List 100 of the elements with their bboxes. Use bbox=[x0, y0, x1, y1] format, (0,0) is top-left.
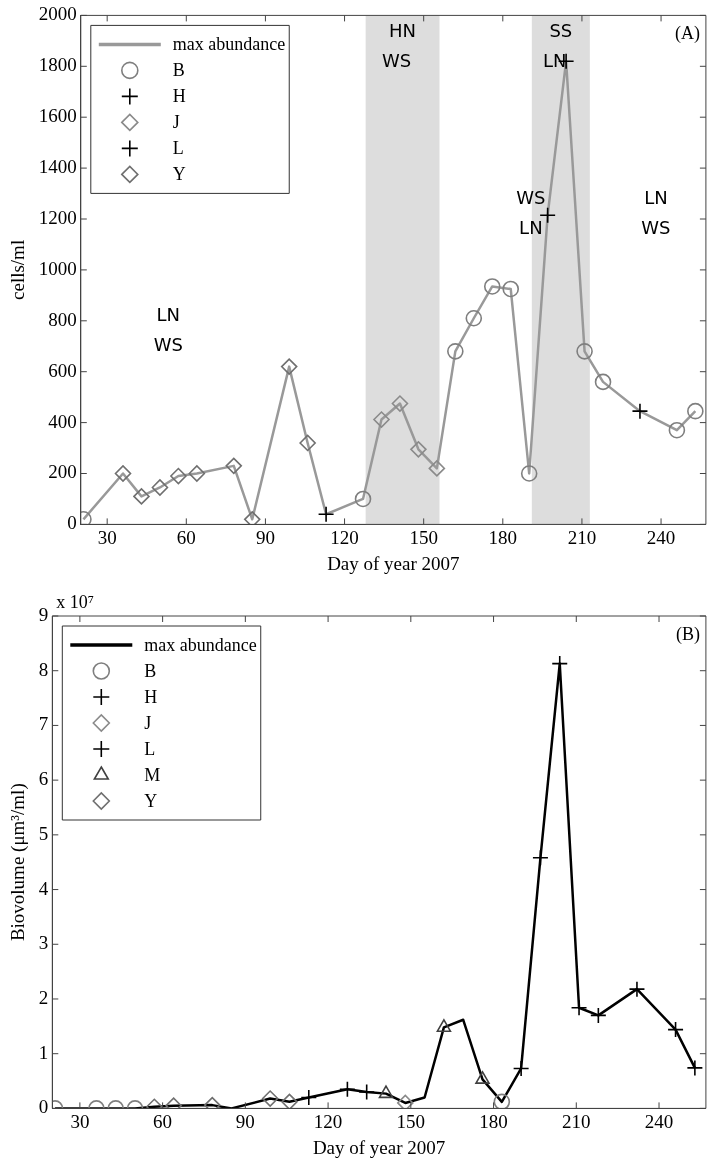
y-tick-label: 1200 bbox=[38, 206, 77, 228]
point bbox=[532, 849, 549, 867]
legend-label: H bbox=[144, 686, 158, 707]
legend-label: max abundance bbox=[172, 34, 286, 55]
point bbox=[594, 373, 612, 391]
point bbox=[133, 488, 150, 505]
x-tick-label: 120 bbox=[330, 526, 359, 548]
band-label: SS LN bbox=[543, 20, 573, 72]
y-tick-label: 1 bbox=[38, 1041, 49, 1063]
y-tick-label: 0 bbox=[38, 1096, 49, 1118]
legend-label: B bbox=[172, 60, 185, 81]
point bbox=[243, 511, 261, 525]
point bbox=[358, 1083, 375, 1101]
point bbox=[151, 479, 169, 496]
y-tick-label: 6 bbox=[38, 768, 49, 790]
x-tick-label: 120 bbox=[313, 1110, 343, 1132]
point bbox=[493, 1093, 511, 1109]
point bbox=[354, 490, 372, 508]
point bbox=[465, 309, 483, 327]
y-tick-label: 2000 bbox=[38, 3, 77, 25]
legend-label: H bbox=[172, 86, 186, 107]
legend-label: L bbox=[172, 138, 184, 159]
x-tick-label: 150 bbox=[396, 1110, 426, 1132]
y-tick-label: 2 bbox=[38, 986, 49, 1008]
y-tick-label: 4 bbox=[38, 877, 49, 899]
x-tick-label: 90 bbox=[255, 526, 275, 548]
point bbox=[447, 343, 464, 360]
x-tick-label: 180 bbox=[479, 1110, 508, 1132]
chart-title: (B) bbox=[675, 623, 700, 645]
point bbox=[280, 358, 298, 375]
legend-label: J bbox=[144, 712, 152, 733]
point bbox=[339, 1080, 356, 1098]
y-tick-label: 1600 bbox=[38, 105, 77, 127]
x-tick-label: 60 bbox=[176, 526, 196, 548]
legend-label: max abundance bbox=[144, 634, 257, 655]
point bbox=[628, 980, 646, 998]
x-axis-title: Day of year 2007 bbox=[327, 552, 460, 574]
x-tick-label: 210 bbox=[562, 1110, 591, 1132]
legend-label: Y bbox=[144, 790, 158, 811]
point bbox=[502, 280, 520, 298]
point bbox=[570, 999, 588, 1017]
legend-label: Y bbox=[172, 164, 186, 185]
point bbox=[378, 1085, 394, 1099]
point bbox=[539, 206, 556, 224]
y-axis-title: cells/ml bbox=[7, 239, 29, 300]
annotation: LN WS bbox=[153, 303, 183, 355]
point bbox=[170, 467, 187, 485]
x-tick-label: 240 bbox=[646, 526, 676, 548]
annotation: LN WS bbox=[641, 186, 671, 238]
point bbox=[475, 1071, 490, 1084]
point bbox=[520, 465, 538, 482]
point bbox=[261, 1090, 279, 1107]
x-tick-label: 60 bbox=[153, 1110, 173, 1132]
annotation: WS LN bbox=[516, 186, 546, 238]
y-tick-label: 0 bbox=[67, 512, 77, 534]
point bbox=[687, 402, 704, 420]
y-tick-label: 8 bbox=[38, 658, 49, 680]
x-tick-label: 210 bbox=[567, 526, 597, 548]
point bbox=[428, 460, 446, 477]
x-tick-label: 30 bbox=[70, 1110, 90, 1132]
x-tick-label: 30 bbox=[97, 526, 117, 548]
text: x 10⁷ bbox=[56, 591, 95, 612]
y-tick-label: 1400 bbox=[38, 156, 77, 178]
y-axis-title: Biovolume (μm³/ml) bbox=[7, 783, 30, 942]
point bbox=[686, 1059, 704, 1077]
y-tick-label: 600 bbox=[48, 359, 77, 381]
point bbox=[397, 1094, 414, 1109]
y-tick-label: 3 bbox=[38, 932, 49, 954]
point bbox=[436, 1019, 452, 1032]
y-tick-label: 1800 bbox=[38, 54, 77, 76]
x-tick-label: 240 bbox=[644, 1110, 674, 1132]
point bbox=[391, 395, 409, 412]
chart-title: (A) bbox=[674, 23, 700, 45]
point bbox=[667, 1021, 684, 1038]
y-tick-label: 1000 bbox=[38, 257, 77, 279]
point bbox=[114, 465, 132, 482]
point bbox=[281, 1093, 298, 1109]
y-tick-label: 7 bbox=[38, 713, 49, 735]
point bbox=[300, 1089, 318, 1106]
y-tick-label: 5 bbox=[38, 822, 49, 844]
x-tick-label: 150 bbox=[409, 526, 438, 548]
y-tick-label: 200 bbox=[48, 461, 77, 483]
point bbox=[576, 343, 593, 360]
legend-label: B bbox=[144, 660, 157, 681]
legend-label: L bbox=[144, 738, 156, 759]
x-tick-label: 90 bbox=[235, 1110, 255, 1132]
point bbox=[631, 402, 649, 420]
point bbox=[299, 434, 316, 452]
y-tick-label: 400 bbox=[48, 410, 77, 432]
legend-label: M bbox=[144, 764, 161, 785]
point bbox=[188, 465, 206, 482]
point bbox=[668, 421, 686, 439]
x-axis-title: Day of year 2007 bbox=[312, 1136, 446, 1158]
point bbox=[317, 505, 335, 523]
point bbox=[410, 441, 427, 458]
point bbox=[373, 411, 390, 428]
y-tick-label: 800 bbox=[48, 308, 77, 330]
x-tick-label: 180 bbox=[488, 526, 518, 548]
point bbox=[512, 1060, 530, 1077]
point bbox=[225, 457, 243, 475]
